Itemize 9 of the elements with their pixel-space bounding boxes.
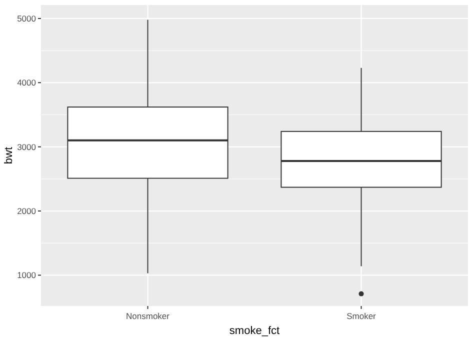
y-axis-title: bwt [3, 146, 15, 164]
x-tick-label: Nonsmoker [126, 311, 170, 321]
y-tick-label: 5000 [17, 13, 36, 24]
x-tick-label: Smoker [346, 311, 376, 321]
y-tick-label: 2000 [17, 206, 36, 216]
y-tick-label: 3000 [17, 142, 36, 152]
x-axis-title: smoke_fct [229, 325, 280, 337]
y-tick-label: 4000 [17, 78, 36, 88]
y-tick-label: 1000 [17, 270, 36, 280]
